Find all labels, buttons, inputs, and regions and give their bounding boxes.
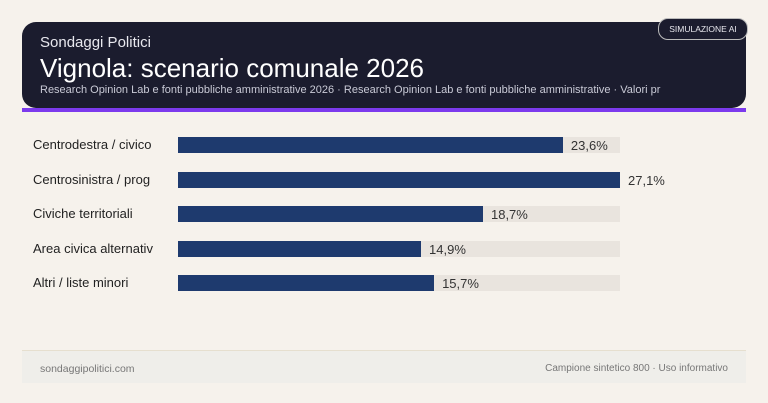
bar-row: Centrodestra / civico 23,6% — [0, 135, 768, 155]
value-label: 14,9% — [429, 242, 466, 257]
bar-row: Area civica alternativ 14,9% — [0, 239, 768, 259]
subtitle: Research Opinion Lab e fonti pubbliche a… — [40, 84, 661, 96]
bar-row: Altri / liste minori 15,7% — [0, 273, 768, 293]
bar-track — [178, 172, 620, 188]
bar — [178, 137, 563, 153]
page-title: Vignola: scenario comunale 2026 — [40, 53, 425, 83]
value-label: 23,6% — [570, 138, 608, 153]
header: Sondaggi Politici Vignola: scenario comu… — [22, 22, 746, 108]
footer-site: sondaggipolitici.com — [40, 363, 135, 375]
value-label: 27,1% — [628, 173, 665, 188]
category-label: Altri / liste minori — [33, 275, 129, 290]
bar — [178, 206, 483, 222]
simulation-badge: SIMULAZIONE AI — [658, 18, 748, 40]
bar-track — [178, 275, 620, 291]
footer: sondaggipolitici.com Campione sintetico … — [22, 350, 746, 383]
bar — [178, 275, 435, 291]
bar-row: Civiche territoriali 18,7% — [0, 204, 768, 224]
brand: Sondaggi Politici — [40, 34, 151, 51]
category-label: Centrodestra / civico — [33, 137, 152, 152]
bar-track — [178, 206, 620, 222]
category-label: Area civica alternativ — [33, 241, 153, 256]
bar-track — [178, 137, 620, 153]
bar-row: Centrosinistra / prog 27,1% — [0, 170, 768, 190]
footer-note: Campione sintetico 800 · Uso informativo — [545, 363, 728, 374]
bar — [178, 241, 422, 257]
accent-line — [22, 108, 746, 112]
value-label: 15,7% — [442, 276, 479, 291]
category-label: Centrosinistra / prog — [33, 172, 151, 187]
value-label: 18,7% — [490, 207, 528, 222]
bar — [178, 172, 620, 188]
bar-track — [178, 241, 620, 257]
category-label: Civiche territoriali — [33, 206, 133, 221]
